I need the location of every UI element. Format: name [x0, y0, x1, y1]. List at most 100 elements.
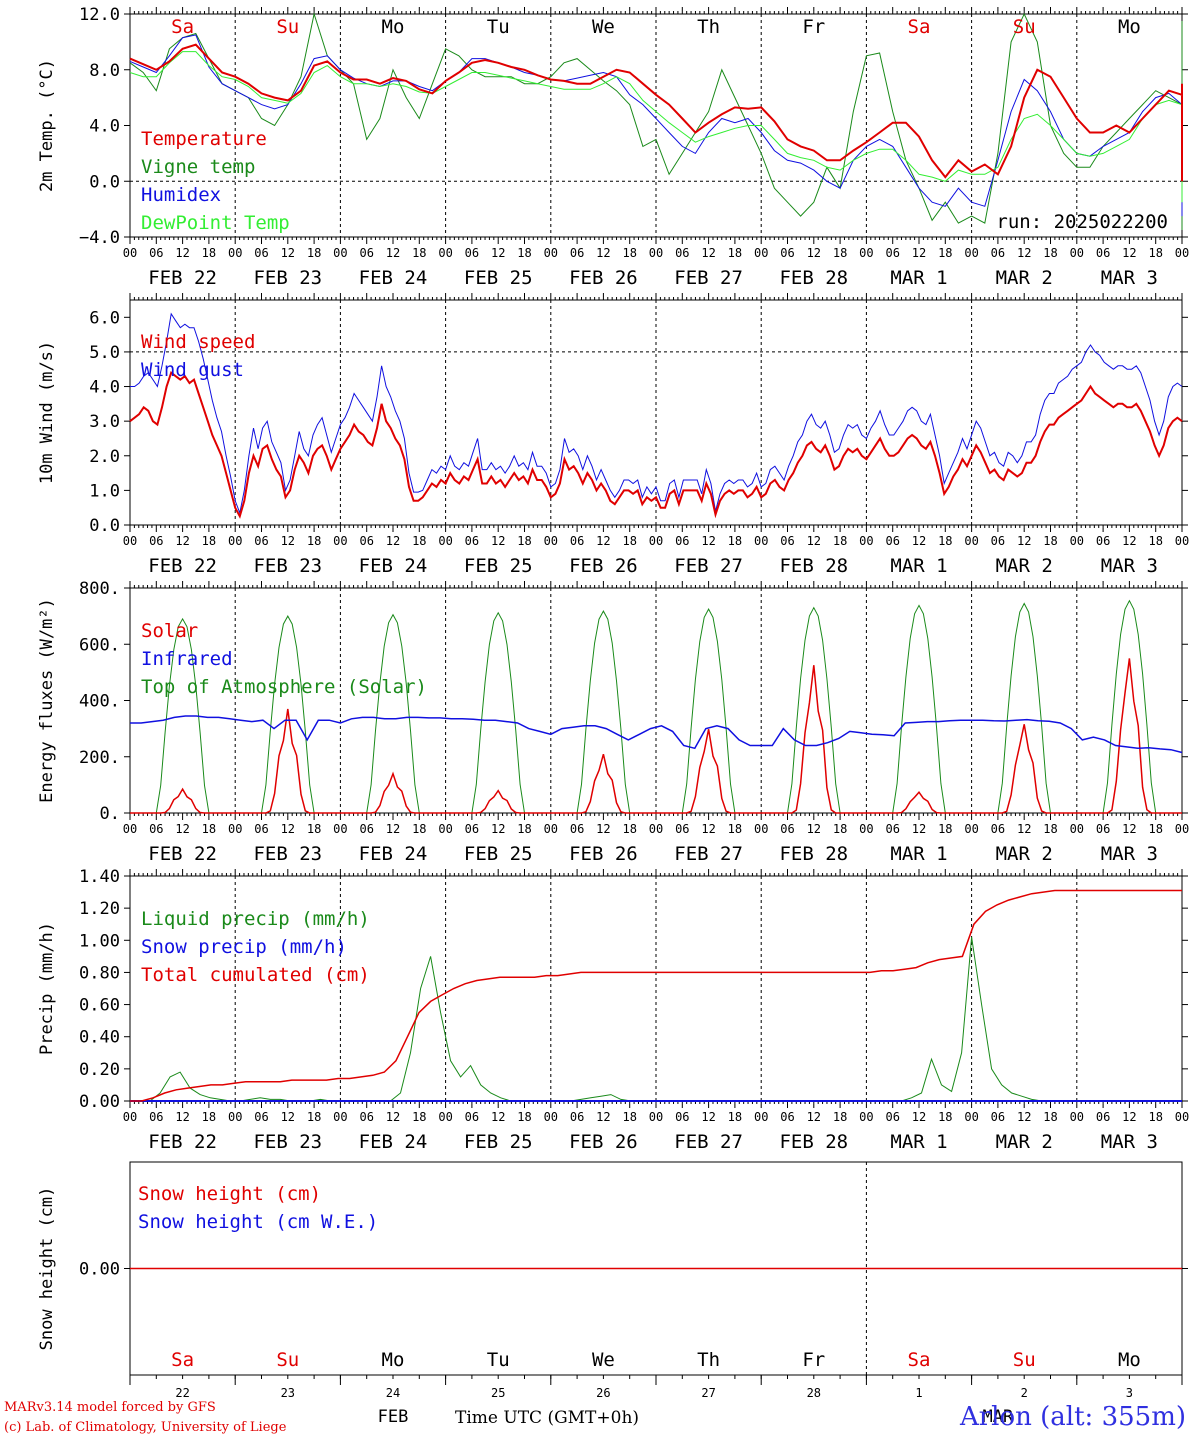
x-date-label: FEB 26: [569, 555, 638, 577]
x-hour-label: 18: [412, 534, 426, 548]
x-hour-label: 06: [991, 534, 1005, 548]
chart-panel-4: 1.40 1.20 1.00 0.80 0.60 0.40 0.20 0.00 Precip (…: [37, 867, 1189, 1153]
x-date-label: MAR 3: [1101, 267, 1158, 289]
x-hour-label: 00: [333, 822, 347, 836]
x-hour-label: 00: [964, 1110, 978, 1124]
y-tick-label: 800.: [79, 579, 120, 599]
x-date-label: FEB 26: [569, 267, 638, 289]
legend-snow-height-cm-w-e-: Snow height (cm W.E.): [138, 1211, 378, 1233]
y-axis-label: Energy fluxes (W/m²): [37, 598, 57, 803]
y-axis-label: 10m Wind (m/s): [37, 341, 57, 484]
x-hour-label: 00: [228, 822, 242, 836]
x-hour-label: 12: [1122, 534, 1136, 548]
x-hour-label: 12: [912, 246, 926, 260]
x-hour-label: 18: [938, 822, 952, 836]
y-tick-label: 200.: [79, 748, 120, 768]
x-hour-label: 06: [991, 246, 1005, 260]
x-hour-label: 00: [859, 1110, 873, 1124]
legend-liquid-precip-mm-h-: Liquid precip (mm/h): [141, 908, 370, 930]
day-number: 2: [1021, 1386, 1028, 1400]
x-hour-label: 12: [281, 246, 295, 260]
x-date-label: FEB 23: [253, 1131, 322, 1153]
legend-top-of-atmosphere-solar-: Top of Atmosphere (Solar): [141, 676, 427, 698]
x-hour-label: 00: [859, 822, 873, 836]
x-date-label: MAR 3: [1101, 555, 1158, 577]
x-hour-label: 00: [228, 1110, 242, 1124]
x-hour-label: 06: [780, 246, 794, 260]
x-date-label: FEB 22: [148, 843, 217, 865]
day-name: Mo: [1118, 16, 1141, 38]
x-hour-label: 00: [228, 246, 242, 260]
series-infrared: [130, 715, 1183, 754]
x-hour-label: 18: [202, 822, 216, 836]
x-hour-label: 00: [333, 246, 347, 260]
x-hour-label: 18: [833, 822, 847, 836]
x-hour-label: 00: [1175, 822, 1189, 836]
x-hour-label: 00: [649, 246, 663, 260]
month-label: MAR: [983, 1407, 1014, 1427]
day-name: Su: [276, 16, 299, 38]
x-hour-label: 06: [149, 822, 163, 836]
x-hour-label: 06: [149, 1110, 163, 1124]
x-date-label: FEB 24: [359, 555, 428, 577]
x-hour-label: 06: [1096, 246, 1110, 260]
x-hour-label: 18: [833, 246, 847, 260]
x-hour-label: 06: [149, 534, 163, 548]
x-hour-label: 12: [701, 1110, 715, 1124]
x-hour-label: 00: [123, 246, 137, 260]
x-date-label: FEB 23: [253, 555, 322, 577]
x-date-label: MAR 1: [890, 843, 947, 865]
y-tick-label: 4.0: [89, 117, 120, 137]
x-hour-label: 12: [491, 822, 505, 836]
x-hour-label: 06: [885, 1110, 899, 1124]
x-hour-label: 06: [991, 822, 1005, 836]
x-hour-label: 18: [517, 534, 531, 548]
y-tick-label: 0.00: [79, 1260, 120, 1280]
legend-temperature: Temperature: [141, 128, 267, 150]
model-credit: MARv3.14 model forced by GFS: [4, 1400, 216, 1415]
x-hour-label: 12: [1122, 822, 1136, 836]
x-hour-label: 18: [517, 1110, 531, 1124]
x-hour-label: 18: [517, 822, 531, 836]
x-hour-label: 18: [833, 1110, 847, 1124]
x-hour-label: 06: [465, 534, 479, 548]
x-hour-label: 06: [675, 534, 689, 548]
x-hour-label: 12: [175, 534, 189, 548]
x-hour-label: 00: [544, 822, 558, 836]
x-hour-label: 18: [412, 246, 426, 260]
x-hour-label: 12: [175, 246, 189, 260]
x-hour-label: 00: [754, 822, 768, 836]
x-hour-label: 00: [438, 534, 452, 548]
x-hour-label: 12: [1122, 246, 1136, 260]
series-total-cumulated: [130, 889, 1182, 1102]
x-hour-label: 18: [307, 246, 321, 260]
y-tick-label: 0.80: [79, 963, 120, 983]
day-name: Fr: [802, 1349, 825, 1371]
x-hour-label: 12: [1017, 246, 1031, 260]
x-hour-label: 18: [412, 1110, 426, 1124]
x-date-label: MAR 1: [890, 555, 947, 577]
x-hour-label: 06: [359, 534, 373, 548]
y-tick-label: 0.0: [89, 516, 120, 536]
x-hour-label: 18: [728, 1110, 742, 1124]
x-hour-label: 06: [1096, 822, 1110, 836]
x-hour-label: 12: [701, 534, 715, 548]
x-hour-label: 18: [517, 246, 531, 260]
x-date-label: FEB 23: [253, 267, 322, 289]
x-date-label: FEB 25: [464, 267, 533, 289]
series-wind-speed: [129, 371, 1183, 519]
x-hour-label: 06: [780, 822, 794, 836]
x-hour-label: 12: [281, 534, 295, 548]
x-hour-label: 00: [964, 822, 978, 836]
day-name: Th: [697, 1349, 720, 1371]
day-name: Sa: [908, 16, 931, 38]
x-hour-label: 18: [307, 534, 321, 548]
x-date-label: FEB 24: [359, 267, 428, 289]
x-date-label: FEB 25: [464, 1131, 533, 1153]
y-tick-label: 0.: [100, 804, 120, 824]
x-hour-label: 18: [1043, 534, 1057, 548]
x-hour-label: 18: [1148, 246, 1162, 260]
x-hour-label: 18: [728, 534, 742, 548]
x-hour-label: 00: [964, 246, 978, 260]
x-hour-label: 12: [596, 1110, 610, 1124]
